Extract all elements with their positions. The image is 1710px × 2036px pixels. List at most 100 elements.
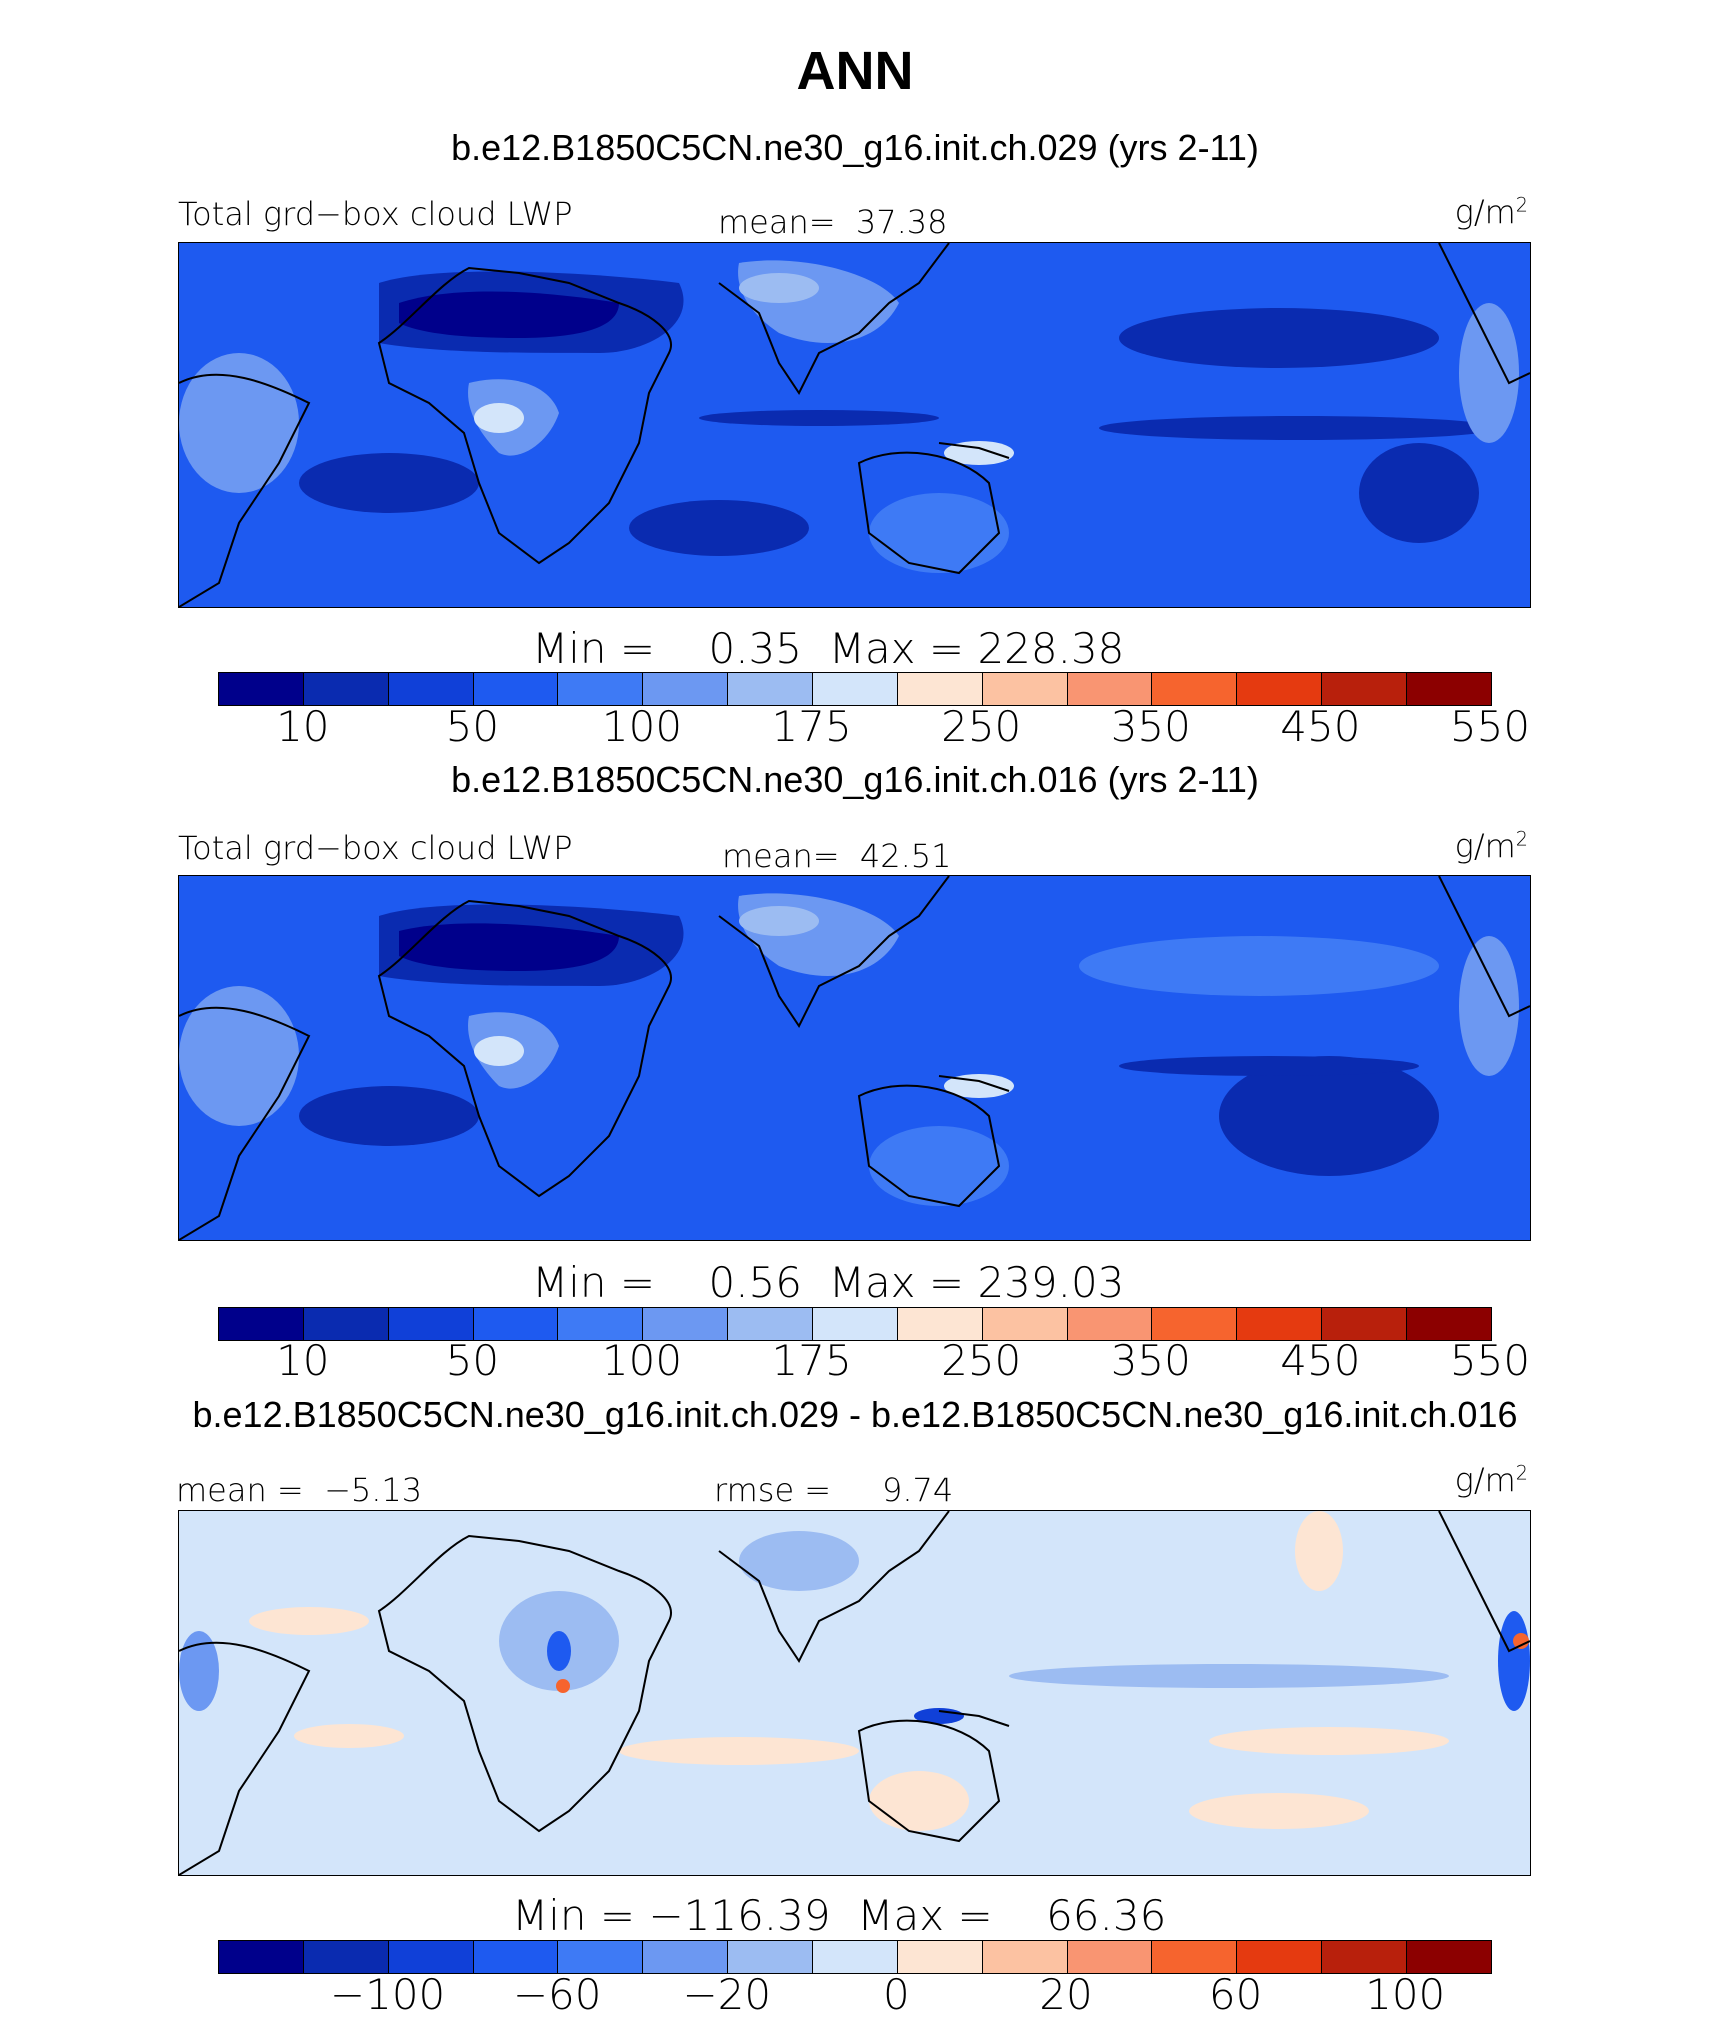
panel-2-moist-region-australia: [869, 1126, 1009, 1206]
panel-2-max-value: 239.03: [977, 1258, 1125, 1307]
panel-3-case-title: b.e12.B1850C5CN.ne30_g16.init.ch.029 - b…: [192, 1394, 1518, 1435]
panel-3-max-value: 66.36: [1046, 1891, 1167, 1940]
panel-1-dry-band-equatorial-pacific: [1099, 416, 1499, 440]
colorbar-swatch: [982, 673, 1068, 705]
panel-3-positive-core-africa: [556, 1679, 570, 1693]
panel-1-moist-core-asia: [739, 273, 819, 303]
panel-1-moist-core-new-guinea: [944, 441, 1014, 465]
panel-3-coastline-central-america: [1438, 1511, 1530, 1653]
panel-3-positive-patch-australia: [869, 1771, 969, 1831]
figure-title: ANN: [796, 41, 914, 101]
panel-3-mean-value: −5.13: [324, 1471, 423, 1509]
colorbar-tick-label: 550: [1449, 702, 1531, 751]
panel-3-positive-patch-s-pacific: [1189, 1793, 1369, 1829]
panel-3-positive-core-andes: [1513, 1633, 1529, 1649]
colorbar-swatch: [1237, 1308, 1323, 1340]
colorbar-tick-label: 10: [276, 702, 330, 751]
panel-2-moist-region-central-america: [1459, 936, 1519, 1076]
colorbar-tick-label: 100: [1365, 1970, 1446, 2019]
panel-3-negative-patch-s-america: [179, 1631, 219, 1711]
panel-3-map: [178, 1510, 1531, 1876]
panel-1-coastline-central-america: [1438, 243, 1530, 385]
panel-2-coastline-s-america: [179, 1006, 311, 1240]
panel-1-units-base: g/m: [1454, 193, 1516, 231]
colorbar-swatch: [1237, 673, 1323, 705]
panel-3-coastline-africa: [377, 1534, 672, 1833]
colorbar-tick-label: 450: [1280, 1336, 1361, 1385]
panel-1-map-svg: [179, 243, 1530, 607]
panel-1-max-value: 228.38: [977, 624, 1125, 673]
colorbar-swatch: [303, 1308, 389, 1340]
panel-3-coastline-australia: [857, 1719, 1001, 1843]
colorbar-swatch: [473, 1941, 559, 1973]
panel-1-max-label: Max =: [828, 624, 965, 673]
colorbar-tick-label: 250: [941, 1336, 1022, 1385]
colorbar-tick-label: −100: [329, 1970, 446, 2019]
panel-1-dry-patch-se-pacific: [1359, 443, 1479, 543]
panel-2-map-svg: [179, 876, 1530, 1240]
colorbar-swatch: [982, 1308, 1068, 1340]
panel-2-moist-core-new-guinea: [944, 1074, 1014, 1098]
colorbar-swatch: [473, 1308, 559, 1340]
panel-3-coastlines: [179, 1511, 1530, 1875]
colorbar-swatch: [1067, 1941, 1153, 1973]
colorbar-swatch: [643, 1308, 729, 1340]
panel-1-variable-label: Total grd−box cloud LWP: [178, 195, 573, 233]
panel-1-coastline-australia: [857, 451, 1001, 575]
panel-2-coastline-africa: [377, 899, 672, 1198]
panel-3-negative-patch-asia: [739, 1531, 859, 1591]
colorbar-swatch: [1407, 1941, 1491, 1973]
panel-1-moist-region-australia: [869, 493, 1009, 573]
colorbar-swatch: [303, 673, 389, 705]
panel-2-coastline-s-asia: [718, 876, 950, 1028]
panel-1-coastline-new-guinea: [938, 442, 1010, 459]
panel-2-moist-core-africa: [474, 1036, 524, 1066]
panel-2-case-title: b.e12.B1850C5CN.ne30_g16.init.ch.016 (yr…: [451, 759, 1259, 800]
panel-2-colorbar-ticks: 10 50 100 175 250 350 450 550: [0, 1340, 1710, 1390]
panel-2-min-max-label: Min = 0.56 Max = 239.03: [532, 1262, 1124, 1304]
colorbar-swatch: [813, 673, 898, 705]
colorbar-swatch: [1152, 1308, 1238, 1340]
colorbar-tick-label: 60: [1208, 1970, 1263, 2019]
panel-1-coastline-s-america: [179, 373, 311, 607]
panel-2-variable-label: Total grd−box cloud LWP: [178, 829, 573, 867]
panel-3-mean-stat: mean = −5.13: [176, 1474, 422, 1506]
panel-2-units-exponent: 2: [1515, 827, 1528, 851]
colorbar-swatch: [1237, 1941, 1323, 1973]
panel-1-dry-patch-s-indian: [629, 500, 809, 556]
colorbar-tick-label: 350: [1110, 1336, 1191, 1385]
panel-1-coastline-africa: [377, 266, 672, 565]
panel-2-dry-patch-s-atlantic: [299, 1086, 479, 1146]
panel-3-rmse-value: 9.74: [881, 1471, 954, 1509]
panel-1-mean-value: 37.38: [855, 203, 948, 241]
colorbar-swatch: [558, 673, 644, 705]
panel-3-positive-patch-n-pacific: [1295, 1511, 1343, 1591]
panel-3-coastline-s-asia: [718, 1511, 950, 1663]
panel-2-units-base: g/m: [1454, 827, 1516, 865]
panel-2-min-label: Min =: [532, 1258, 656, 1307]
colorbar-swatch: [643, 1941, 729, 1973]
panel-2-min-value: 0.56: [708, 1258, 802, 1307]
panel-3-rmse-stat: rmse = 9.74: [714, 1474, 953, 1506]
panel-3-mean-label: mean =: [176, 1471, 304, 1509]
panel-3-negative-core-africa: [547, 1631, 571, 1671]
panel-1-mean-label: mean=: [718, 203, 836, 241]
colorbar-swatch: [728, 673, 814, 705]
panel-3-positive-patch-3: [619, 1737, 859, 1765]
panel-1-map: [178, 242, 1531, 608]
colorbar-swatch: [1067, 673, 1153, 705]
colorbar-tick-label: 0: [883, 1970, 910, 2019]
panel-2-coastline-central-america: [1438, 876, 1530, 1018]
panel-3-colorbar-ticks: −100 −60 −20 0 20 60 100: [0, 1974, 1710, 2024]
panel-1-case-title: b.e12.B1850C5CN.ne30_g16.init.ch.029 (yr…: [451, 127, 1259, 168]
panel-3-min-max-label: Min = −116.39 Max = 66.36: [512, 1895, 1166, 1937]
colorbar-tick-label: 175: [771, 1336, 852, 1385]
colorbar-swatch: [1407, 673, 1491, 705]
colorbar-swatch: [388, 1308, 474, 1340]
colorbar-tick-label: 20: [1039, 1970, 1093, 2019]
colorbar-tick-label: 175: [771, 702, 852, 751]
panel-3-negative-band-pacific: [1009, 1664, 1449, 1688]
panel-3-positive-patch-pacific: [1209, 1727, 1449, 1755]
panel-2-moist-core-asia: [739, 906, 819, 936]
panel-3-min-label: Min =: [512, 1891, 636, 1940]
